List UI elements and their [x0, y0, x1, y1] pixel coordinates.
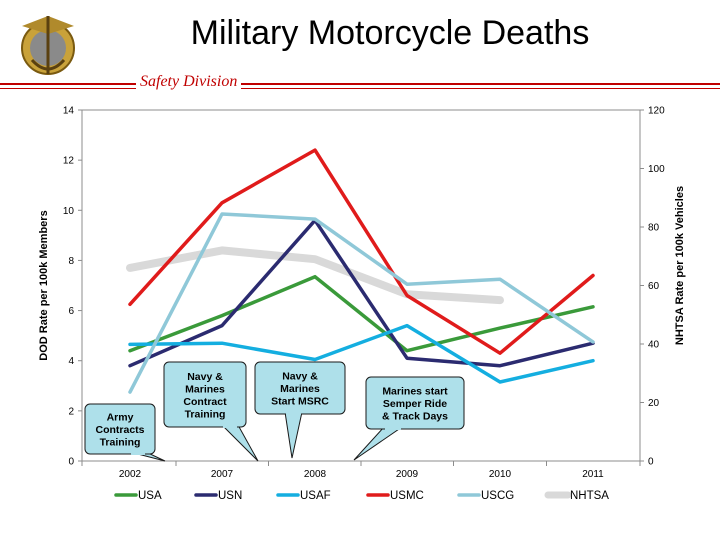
series-line-usaf [128, 323, 595, 384]
y2-tick-label: 40 [648, 340, 660, 351]
series-line-usn [128, 218, 595, 368]
legend-item-usa: USA [114, 490, 162, 502]
header-rule-thick [0, 83, 720, 85]
legend-label: NHTSA [570, 490, 609, 502]
legend-item-uscg: USCG [457, 490, 514, 502]
y2-tick-label: 60 [648, 281, 660, 292]
y-tick-label: 10 [63, 206, 75, 217]
y2-tick-label: 100 [648, 164, 665, 175]
slide-subtitle: Safety Division [136, 73, 242, 91]
callout-join [385, 426, 401, 430]
axes: 0 2 4 6 8 10 12 14 0 20 40 60 80 100 120 2002 2007 2008 20… [38, 106, 686, 481]
usmc-emblem-logo [8, 8, 88, 85]
legend-item-usaf: USAF [276, 490, 331, 502]
callout-join [286, 411, 301, 415]
legend-label: USMC [390, 490, 424, 502]
y-tick-label: 6 [68, 306, 74, 317]
y2-tick-label: 0 [648, 457, 654, 468]
y-tick-label: 14 [63, 106, 75, 117]
series-line-usmc [128, 148, 595, 355]
x-tick-label: 2002 [119, 469, 142, 480]
callout-text: & Track Days [382, 411, 448, 423]
callout-join [131, 451, 145, 455]
callout-text: Contract [183, 396, 227, 408]
x-tick-label: 2007 [211, 469, 234, 480]
slide-title: Military Motorcycle Deaths [190, 14, 590, 52]
y2-tick-label: 20 [648, 398, 660, 409]
callout-box [365, 376, 465, 430]
legend-label: USN [218, 490, 242, 502]
series-layer [126, 148, 595, 394]
legend-label: USCG [481, 490, 514, 502]
callout-join [223, 424, 237, 428]
y2-tick-label: 120 [648, 106, 665, 117]
y-tick-label: 4 [68, 356, 74, 367]
y2-tick-label: 80 [648, 223, 660, 234]
x-tick-label: 2009 [396, 469, 419, 480]
x-tick-label: 2008 [304, 469, 327, 480]
y-tick-label: 2 [68, 406, 74, 417]
legend-item-usmc: USMC [366, 490, 424, 502]
x-tick-label: 2011 [582, 469, 604, 480]
callout-text: Army [107, 412, 134, 424]
series-line-uscg [128, 212, 595, 394]
legend-label: USAF [300, 490, 331, 502]
callout-box [84, 403, 156, 455]
callout-text: Navy & [187, 371, 223, 383]
legend-item-nhtsa: NHTSA [544, 490, 609, 502]
callout-text: Training [185, 408, 226, 420]
y-tick-label: 8 [68, 256, 74, 267]
callout-text: Marines [185, 383, 225, 395]
callout-text: Semper Ride [383, 398, 447, 410]
y-axis-title: DOD Rate per 100k Members [38, 210, 50, 360]
callout-text: Training [100, 437, 141, 449]
callout-text: Marines start [382, 386, 448, 398]
header-rule-thin [0, 88, 720, 89]
y-tick-label: 12 [63, 156, 75, 167]
series-line-usa [128, 274, 595, 353]
callout-text: Start MSRC [271, 396, 329, 408]
callout-box [163, 361, 247, 428]
y-tick-label: 0 [68, 457, 74, 468]
y2-axis-title: NHTSA Rate per 100k Vehicles [674, 186, 686, 345]
legend-label: USA [138, 490, 162, 502]
callout-text: Marines [280, 383, 320, 395]
legend-item-usn: USN [194, 490, 242, 502]
callout-text: Navy & [282, 371, 318, 383]
legend: USA USN USAF USMC USCG NHTSA [114, 490, 609, 502]
x-tick-label: 2010 [489, 469, 512, 480]
callout-text: Contracts [95, 424, 144, 436]
series-line-nhtsa [126, 246, 504, 305]
